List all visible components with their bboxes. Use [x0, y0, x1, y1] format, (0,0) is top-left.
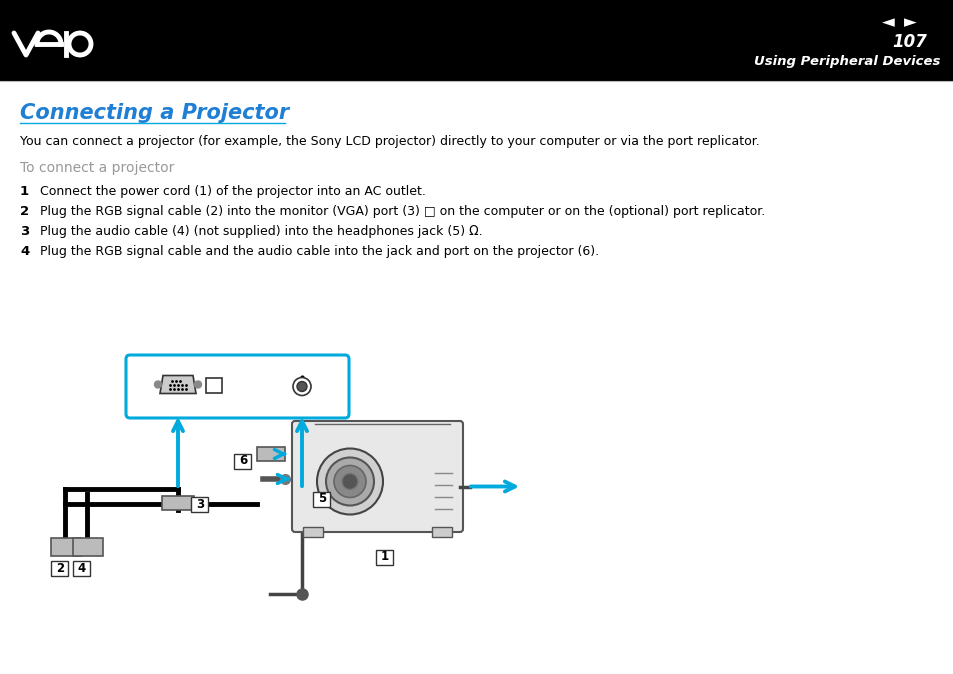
- Text: 6: 6: [238, 454, 247, 468]
- Text: You can connect a projector (for example, the Sony LCD projector) directly to yo: You can connect a projector (for example…: [20, 135, 759, 148]
- Text: ►: ►: [902, 13, 916, 31]
- Circle shape: [154, 381, 161, 388]
- Text: 107: 107: [892, 33, 926, 51]
- Text: 2: 2: [20, 205, 30, 218]
- Bar: [206, 377, 222, 392]
- Bar: [432, 527, 452, 537]
- Circle shape: [296, 381, 307, 392]
- Circle shape: [341, 474, 357, 489]
- Circle shape: [326, 458, 374, 506]
- Text: 4: 4: [20, 245, 30, 258]
- Text: Plug the RGB signal cable and the audio cable into the jack and port on the proj: Plug the RGB signal cable and the audio …: [40, 245, 598, 258]
- Bar: [256, 447, 285, 461]
- Polygon shape: [160, 375, 195, 394]
- Text: 3: 3: [195, 497, 204, 510]
- Bar: [234, 454, 252, 468]
- Text: Plug the audio cable (4) (not supplied) into the headphones jack (5) Ω.: Plug the audio cable (4) (not supplied) …: [40, 225, 482, 238]
- Text: Connect the power cord (1) of the projector into an AC outlet.: Connect the power cord (1) of the projec…: [40, 185, 425, 198]
- Circle shape: [293, 377, 311, 396]
- Bar: [73, 538, 103, 556]
- Bar: [51, 538, 81, 556]
- Text: 1: 1: [20, 185, 30, 198]
- FancyBboxPatch shape: [292, 421, 462, 532]
- Bar: [51, 561, 69, 576]
- Text: Using Peripheral Devices: Using Peripheral Devices: [753, 55, 939, 69]
- Circle shape: [316, 448, 382, 514]
- Text: Plug the RGB signal cable (2) into the monitor (VGA) port (3) □ on the computer : Plug the RGB signal cable (2) into the m…: [40, 205, 764, 218]
- Text: 2: 2: [56, 561, 64, 574]
- Bar: [162, 496, 193, 510]
- FancyBboxPatch shape: [126, 355, 349, 418]
- Bar: [314, 491, 330, 506]
- Bar: [0, 0, 953, 80]
- Text: To connect a projector: To connect a projector: [20, 161, 174, 175]
- Bar: [303, 527, 323, 537]
- Text: ◄: ◄: [881, 13, 893, 31]
- Bar: [73, 561, 91, 576]
- Circle shape: [194, 381, 201, 388]
- Text: 4: 4: [78, 561, 86, 574]
- Text: 3: 3: [20, 225, 30, 238]
- Bar: [376, 549, 393, 565]
- Bar: [192, 497, 209, 512]
- Text: 5: 5: [317, 493, 326, 506]
- Circle shape: [334, 466, 366, 497]
- Text: 1: 1: [380, 551, 389, 563]
- Text: Connecting a Projector: Connecting a Projector: [20, 103, 289, 123]
